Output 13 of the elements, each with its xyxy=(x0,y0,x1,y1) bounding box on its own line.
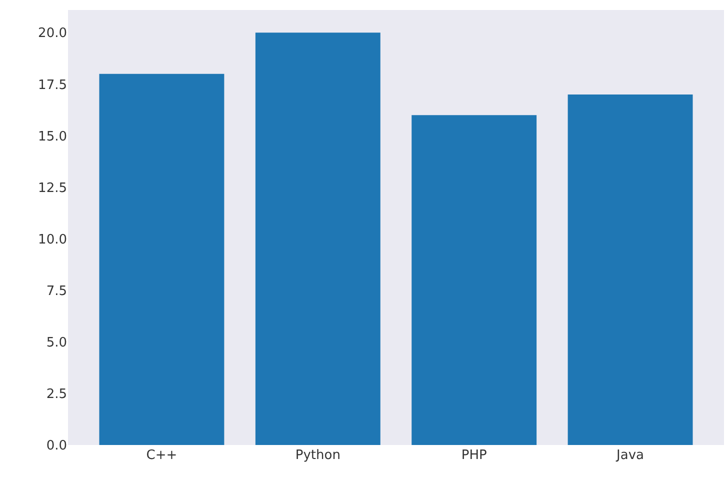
y-tick-label: 20.0 xyxy=(38,26,67,42)
x-tick-label: Java xyxy=(616,448,644,463)
x-tick-label: C++ xyxy=(146,448,178,463)
y-tick-label: 15.0 xyxy=(38,129,67,144)
x-tick-label: PHP xyxy=(461,448,487,463)
y-tick-label: 7.5 xyxy=(46,284,67,299)
x-tick-label: Python xyxy=(295,448,340,463)
y-tick-label: 0.0 xyxy=(46,438,67,454)
y-tick-label: 10.0 xyxy=(38,232,67,248)
y-tick-label: 12.5 xyxy=(38,180,67,196)
y-tick-label: 2.5 xyxy=(46,387,67,402)
y-tick-label: 5.0 xyxy=(46,335,67,350)
y-tick-label: 17.5 xyxy=(38,78,67,93)
